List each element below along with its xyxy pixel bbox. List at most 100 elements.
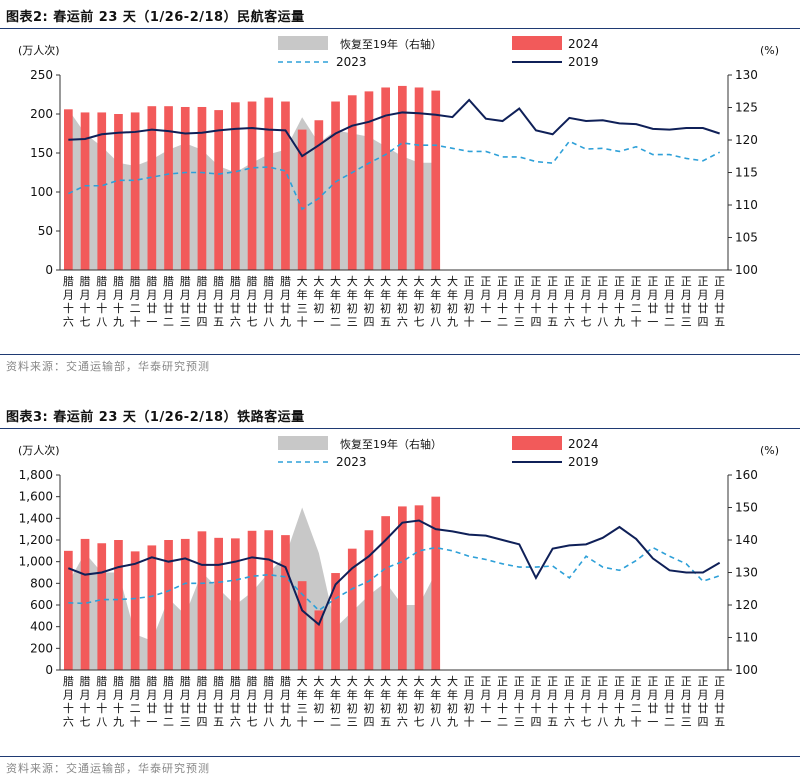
x-tick-label: 大年初一 (313, 274, 324, 329)
bar-2024 (80, 112, 90, 270)
bar-2024 (214, 537, 223, 670)
line-2019 (68, 98, 720, 158)
x-tick-label: 正月十二 (497, 675, 508, 729)
x-tick-label: 大年初三 (347, 274, 358, 329)
bar-2024 (197, 106, 207, 270)
y2-tick-label: 100 (735, 263, 758, 277)
x-tick-label: 腊月二十 (130, 675, 141, 729)
legend-2024-label: 2024 (568, 437, 599, 451)
x-tick-label: 腊月廿五 (213, 275, 224, 329)
legend-recovery-label: 恢复至19年（右轴） (340, 437, 442, 451)
x-tick-label: 大年初一 (313, 674, 324, 729)
x-tick-label: 正月十七 (581, 275, 592, 329)
x-tick-label: 正月十八 (597, 675, 608, 729)
bar-2024 (398, 85, 407, 270)
bar-2024 (247, 530, 257, 670)
x-tick-label: 大年初九 (447, 274, 458, 329)
bar-2024 (180, 106, 190, 270)
x-tick-label: 腊月廿四 (196, 275, 207, 329)
bar-2024 (331, 573, 340, 670)
bar-2024 (231, 538, 240, 670)
x-tick-label: 正月廿五 (714, 275, 725, 329)
y2-tick-label: 160 (735, 468, 758, 482)
legend-2024-label: 2024 (568, 37, 599, 51)
x-tick-label: 大年三十 (297, 274, 308, 329)
y2-tick-label: 125 (735, 101, 758, 115)
y-tick-label: 200 (30, 641, 53, 655)
bar-2024 (180, 538, 190, 670)
bar-2024 (414, 505, 424, 670)
y2-tick-label: 105 (735, 231, 758, 245)
x-tick-label: 正月廿三 (681, 275, 692, 329)
y-tick-label: 150 (30, 146, 53, 160)
x-tick-label: 正月廿四 (697, 675, 708, 729)
bar-2024 (347, 548, 357, 670)
y-tick-label: 0 (45, 263, 53, 277)
x-tick-label: 腊月廿六 (230, 675, 241, 729)
y2-tick-label: 115 (735, 166, 758, 180)
x-tick-label: 正月十九 (614, 275, 625, 329)
x-tick-label: 腊月二十 (130, 275, 141, 329)
chart2-source: 资料来源：交通运输部，华泰研究预测 (6, 762, 210, 775)
bar-2024 (214, 110, 223, 270)
x-tick-label: 腊月十七 (80, 275, 91, 329)
x-tick-label: 正月十九 (614, 675, 625, 729)
line-2019 (67, 519, 721, 627)
chart1-bottom-rule (0, 354, 800, 355)
y2-tick-label: 110 (735, 631, 758, 645)
x-tick-label: 腊月十八 (96, 275, 107, 329)
x-tick-label: 正月二十 (631, 675, 642, 729)
x-tick-label: 大年初三 (347, 674, 358, 729)
x-tick-label: 正月十四 (530, 275, 541, 329)
chart2-title: 图表3: 春运前 23 天（1/26-2/18）铁路客运量 (6, 410, 305, 425)
x-tick-label: 正月十六 (564, 675, 575, 729)
x-tick-label: 大年初九 (447, 674, 458, 729)
legend-2024-swatch (512, 436, 562, 450)
line-2023 (68, 140, 721, 211)
x-tick-label: 大年初四 (363, 674, 374, 729)
y-tick-label: 50 (38, 224, 53, 238)
bar-2024 (431, 90, 441, 270)
y2-tick-label: 120 (735, 598, 758, 612)
x-tick-label: 大年初六 (397, 274, 408, 329)
x-tick-label: 正月廿三 (681, 675, 692, 729)
x-tick-label: 大年初七 (414, 274, 425, 329)
x-tick-label: 正月十一 (480, 675, 491, 729)
bar-2024 (64, 550, 73, 670)
bar-2024 (431, 496, 441, 670)
x-tick-label: 腊月廿九 (280, 275, 291, 329)
legend-recovery-swatch (278, 36, 328, 50)
bar-2024 (231, 102, 240, 270)
x-tick-label: 正月十四 (530, 675, 541, 729)
y-tick-label: 1,800 (19, 468, 53, 482)
x-tick-label: 腊月廿四 (196, 675, 207, 729)
bar-2024 (398, 506, 407, 670)
recovery-area (68, 507, 436, 670)
y-tick-label: 1,200 (19, 533, 53, 547)
left-unit: (万人次) (18, 443, 60, 457)
x-tick-label: 大年初二 (330, 274, 341, 329)
bar-2024 (364, 530, 374, 670)
left-unit: (万人次) (18, 43, 60, 57)
y2-tick-label: 150 (735, 501, 758, 515)
bar-2024 (297, 129, 307, 270)
y-tick-label: 100 (30, 185, 53, 199)
bar-2024 (281, 535, 290, 670)
x-tick-label: 腊月廿六 (230, 275, 241, 329)
x-tick-label: 正月廿五 (714, 675, 725, 729)
x-tick-label: 正月十五 (547, 275, 558, 329)
chart2-plot: 0 200 400 600 800 1,000 1,200 1,400 1,600 1,800 10… (18, 436, 779, 729)
bar-2024 (130, 112, 140, 270)
bar-2024 (147, 545, 157, 670)
bar-2024 (414, 87, 424, 270)
chart1-plot: 0 50 100 150 200 250 100 105 110 115 120 125 130 (万人次… (18, 36, 779, 329)
bar-2024 (97, 543, 107, 670)
legend-recovery-label: 恢复至19年（右轴） (340, 37, 442, 51)
chart1-title: 图表2: 春运前 23 天（1/26-2/18）民航客运量 (6, 10, 305, 25)
x-tick-label: 大年初七 (414, 674, 425, 729)
legend-2023-label: 2023 (336, 455, 367, 469)
x-tick-label: 正月十五 (547, 675, 558, 729)
x-tick-label: 正月廿一 (647, 275, 658, 329)
chart1-source: 资料来源：交通运输部，华泰研究预测 (6, 360, 210, 373)
right-unit: (%) (760, 44, 779, 57)
